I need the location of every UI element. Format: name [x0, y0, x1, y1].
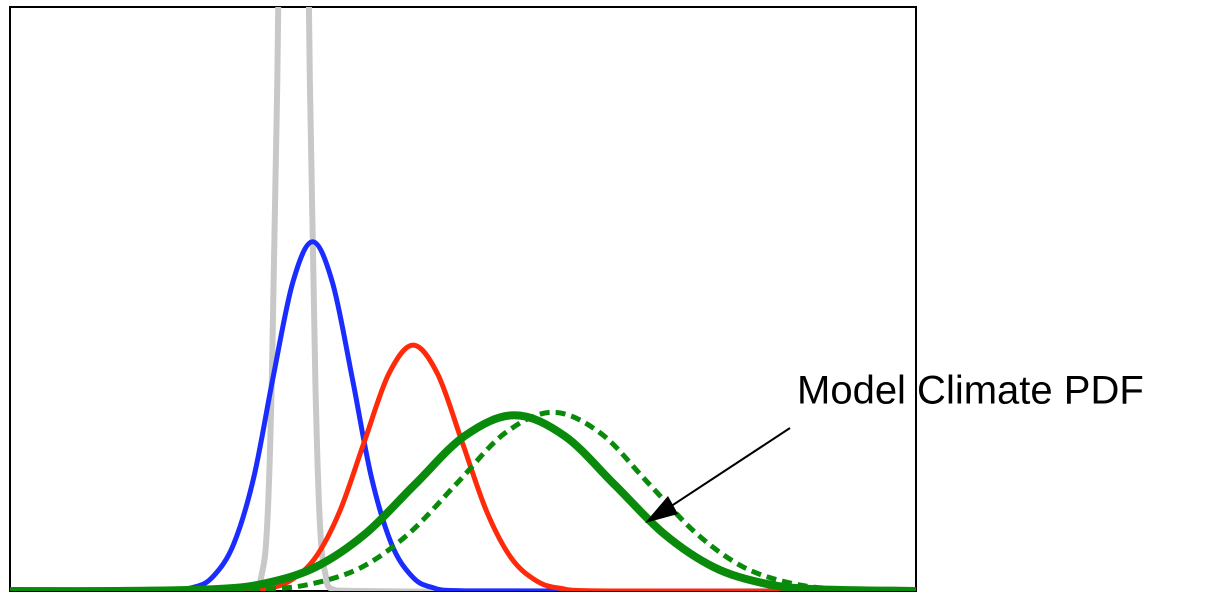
series-line [10, 7, 916, 591]
series-line [10, 239, 916, 591]
series-line [10, 411, 916, 591]
series-line [10, 342, 916, 591]
annotation-arrow [649, 427, 791, 521]
curves [10, 7, 916, 591]
plot-frame [9, 6, 917, 592]
arrow-head [645, 496, 678, 523]
series-line [10, 409, 916, 591]
annotation: Model Climate PDF [797, 369, 1144, 413]
